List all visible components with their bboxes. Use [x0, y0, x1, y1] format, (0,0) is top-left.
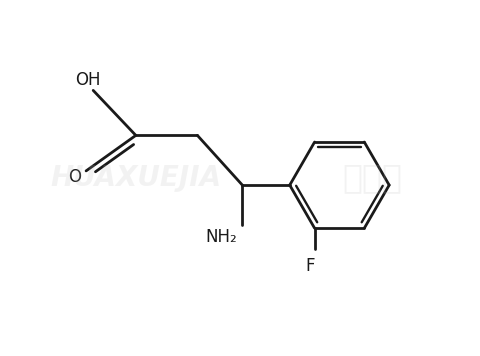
- Text: 化学加: 化学加: [343, 162, 403, 194]
- Text: OH: OH: [75, 71, 100, 89]
- Text: O: O: [68, 168, 81, 185]
- Text: F: F: [305, 257, 314, 275]
- Text: NH₂: NH₂: [205, 228, 237, 246]
- Text: HUAXUEJIA: HUAXUEJIA: [50, 164, 221, 192]
